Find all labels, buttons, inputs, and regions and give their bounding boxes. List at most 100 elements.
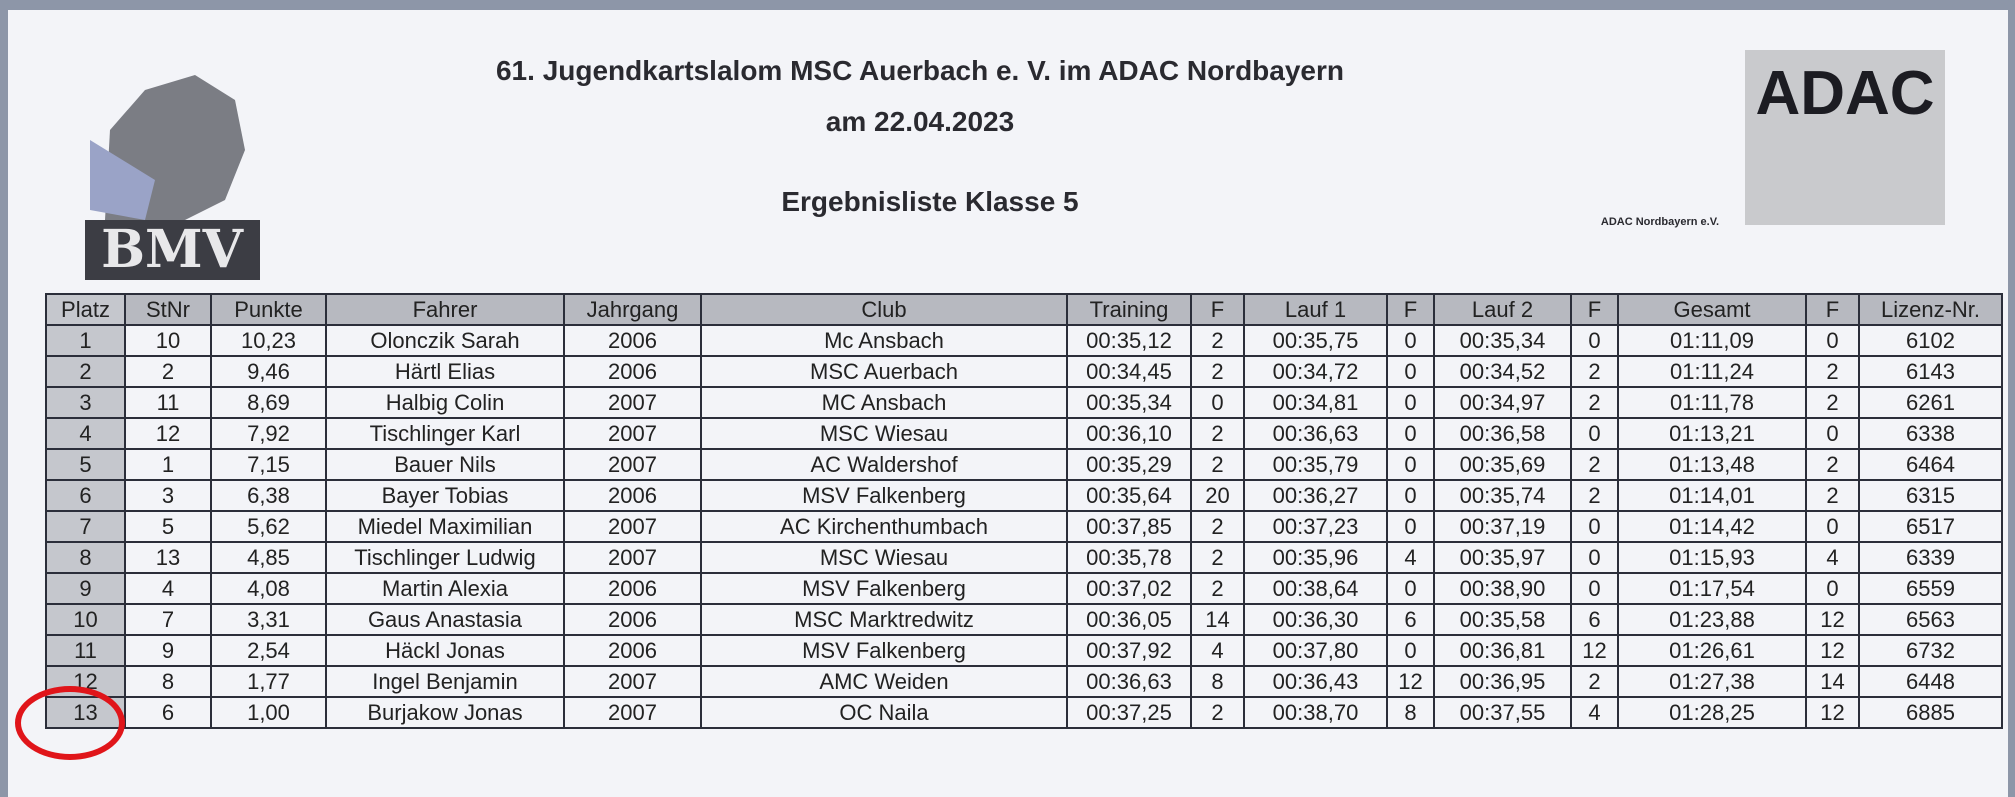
cell: 0: [1570, 417, 1619, 450]
cell: 00:35,58: [1433, 603, 1572, 636]
table-row: 9 4 4,08 Martin Alexia 2006 MSV Falkenberg 00:…: [45, 572, 2003, 605]
cell: 11: [45, 634, 126, 667]
cell: 00:38,90: [1433, 572, 1572, 605]
cell: Gaus Anastasia: [325, 603, 565, 636]
cell: Tischlinger Ludwig: [325, 541, 565, 574]
subtitle: Ergebnisliste Klasse 5: [781, 186, 1079, 217]
table-row: 13 6 1,00 Burjakow Jonas 2007 OC Naila 00:37,2…: [45, 696, 2003, 729]
cell: Häckl Jonas: [325, 634, 565, 667]
cell: 20: [1190, 479, 1245, 512]
cell: 01:11,24: [1617, 355, 1807, 388]
cell: 2: [124, 355, 212, 388]
cell: 2007: [563, 665, 702, 698]
cell: 00:34,81: [1243, 386, 1388, 419]
cell: Bauer Nils: [325, 448, 565, 481]
cell: 10: [124, 324, 212, 357]
cell: 01:11,78: [1617, 386, 1807, 419]
column-header: Jahrgang: [563, 293, 702, 326]
cell: 00:35,96: [1243, 541, 1388, 574]
cell: 2: [1805, 448, 1860, 481]
results-table: Platz StNr Punkte Fahrer Jahrgang Club Trainin…: [45, 293, 2003, 729]
cell: 7,15: [210, 448, 327, 481]
cell: 0: [1386, 510, 1435, 543]
cell: MSV Falkenberg: [700, 479, 1068, 512]
cell: 00:36,58: [1433, 417, 1572, 450]
cell: 2: [1190, 324, 1245, 357]
cell: 01:11,09: [1617, 324, 1807, 357]
cell: Halbig Colin: [325, 386, 565, 419]
cell: 00:35,79: [1243, 448, 1388, 481]
cell: 00:36,63: [1066, 665, 1192, 698]
cell: 12: [1570, 634, 1619, 667]
cell: 6338: [1858, 417, 2003, 450]
cell: 0: [1570, 572, 1619, 605]
column-header: Club: [700, 293, 1068, 326]
cell: 01:15,93: [1617, 541, 1807, 574]
cell: 6: [1570, 603, 1619, 636]
cell: 0: [1386, 324, 1435, 357]
cell: 8,69: [210, 386, 327, 419]
cell: 2: [1805, 355, 1860, 388]
cell: 00:38,64: [1243, 572, 1388, 605]
table-row: 2 2 9,46 Härtl Elias 2006 MSC Auerbach 00:34,4…: [45, 355, 2003, 388]
cell: 0: [1805, 324, 1860, 357]
cell: AC Waldershof: [700, 448, 1068, 481]
cell: 2006: [563, 324, 702, 357]
cell: 0: [1386, 448, 1435, 481]
title: 61. Jugendkartslalom MSC Auerbach e. V. …: [495, 55, 1344, 86]
cell: 0: [1386, 634, 1435, 667]
cell: 5: [124, 510, 212, 543]
cell: 01:28,25: [1617, 696, 1807, 729]
cell: 0: [1190, 386, 1245, 419]
cell: 10,23: [210, 324, 327, 357]
cell: 00:36,43: [1243, 665, 1388, 698]
cell: 7: [45, 510, 126, 543]
cell: 9,46: [210, 355, 327, 388]
cell: 6517: [1858, 510, 2003, 543]
cell: 4: [1190, 634, 1245, 667]
table-row: 12 8 1,77 Ingel Benjamin 2007 AMC Weiden 00:36…: [45, 665, 2003, 698]
cell: 0: [1570, 541, 1619, 574]
cell: 13: [124, 541, 212, 574]
cell: 6559: [1858, 572, 2003, 605]
cell: 12: [1805, 696, 1860, 729]
cell: 00:35,34: [1066, 386, 1192, 419]
cell: 2007: [563, 448, 702, 481]
cell: Härtl Elias: [325, 355, 565, 388]
cell: 0: [1805, 417, 1860, 450]
cell: 11: [124, 386, 212, 419]
cell: 5,62: [210, 510, 327, 543]
cell: 2007: [563, 386, 702, 419]
table-row: 11 9 2,54 Häckl Jonas 2006 MSV Falkenberg 00:3…: [45, 634, 2003, 667]
cell: MSC Wiesau: [700, 541, 1068, 574]
cell: 14: [1190, 603, 1245, 636]
cell: 00:34,52: [1433, 355, 1572, 388]
cell: 8: [1386, 696, 1435, 729]
cell: 4: [1386, 541, 1435, 574]
cell: 8: [1190, 665, 1245, 698]
column-header: Lauf 2: [1433, 293, 1572, 326]
cell: 2006: [563, 572, 702, 605]
cell: 01:17,54: [1617, 572, 1807, 605]
cell: 6,38: [210, 479, 327, 512]
cell: 2006: [563, 603, 702, 636]
cell: 4: [45, 417, 126, 450]
cell: 00:35,78: [1066, 541, 1192, 574]
column-header: Platz: [45, 293, 126, 326]
cell: Burjakow Jonas: [325, 696, 565, 729]
cell: 12: [1386, 665, 1435, 698]
cell: 00:36,30: [1243, 603, 1388, 636]
cell: 12: [1805, 603, 1860, 636]
cell: 0: [1570, 324, 1619, 357]
cell: OC Naila: [700, 696, 1068, 729]
cell: Bayer Tobias: [325, 479, 565, 512]
cell: Olonczik Sarah: [325, 324, 565, 357]
column-header: Gesamt: [1617, 293, 1807, 326]
column-header: Training: [1066, 293, 1192, 326]
cell: 2: [1190, 448, 1245, 481]
cell: Ingel Benjamin: [325, 665, 565, 698]
cell: 1,00: [210, 696, 327, 729]
cell: 2007: [563, 541, 702, 574]
logo-caption: ADAC Nordbayern e.V.: [1600, 216, 1720, 228]
